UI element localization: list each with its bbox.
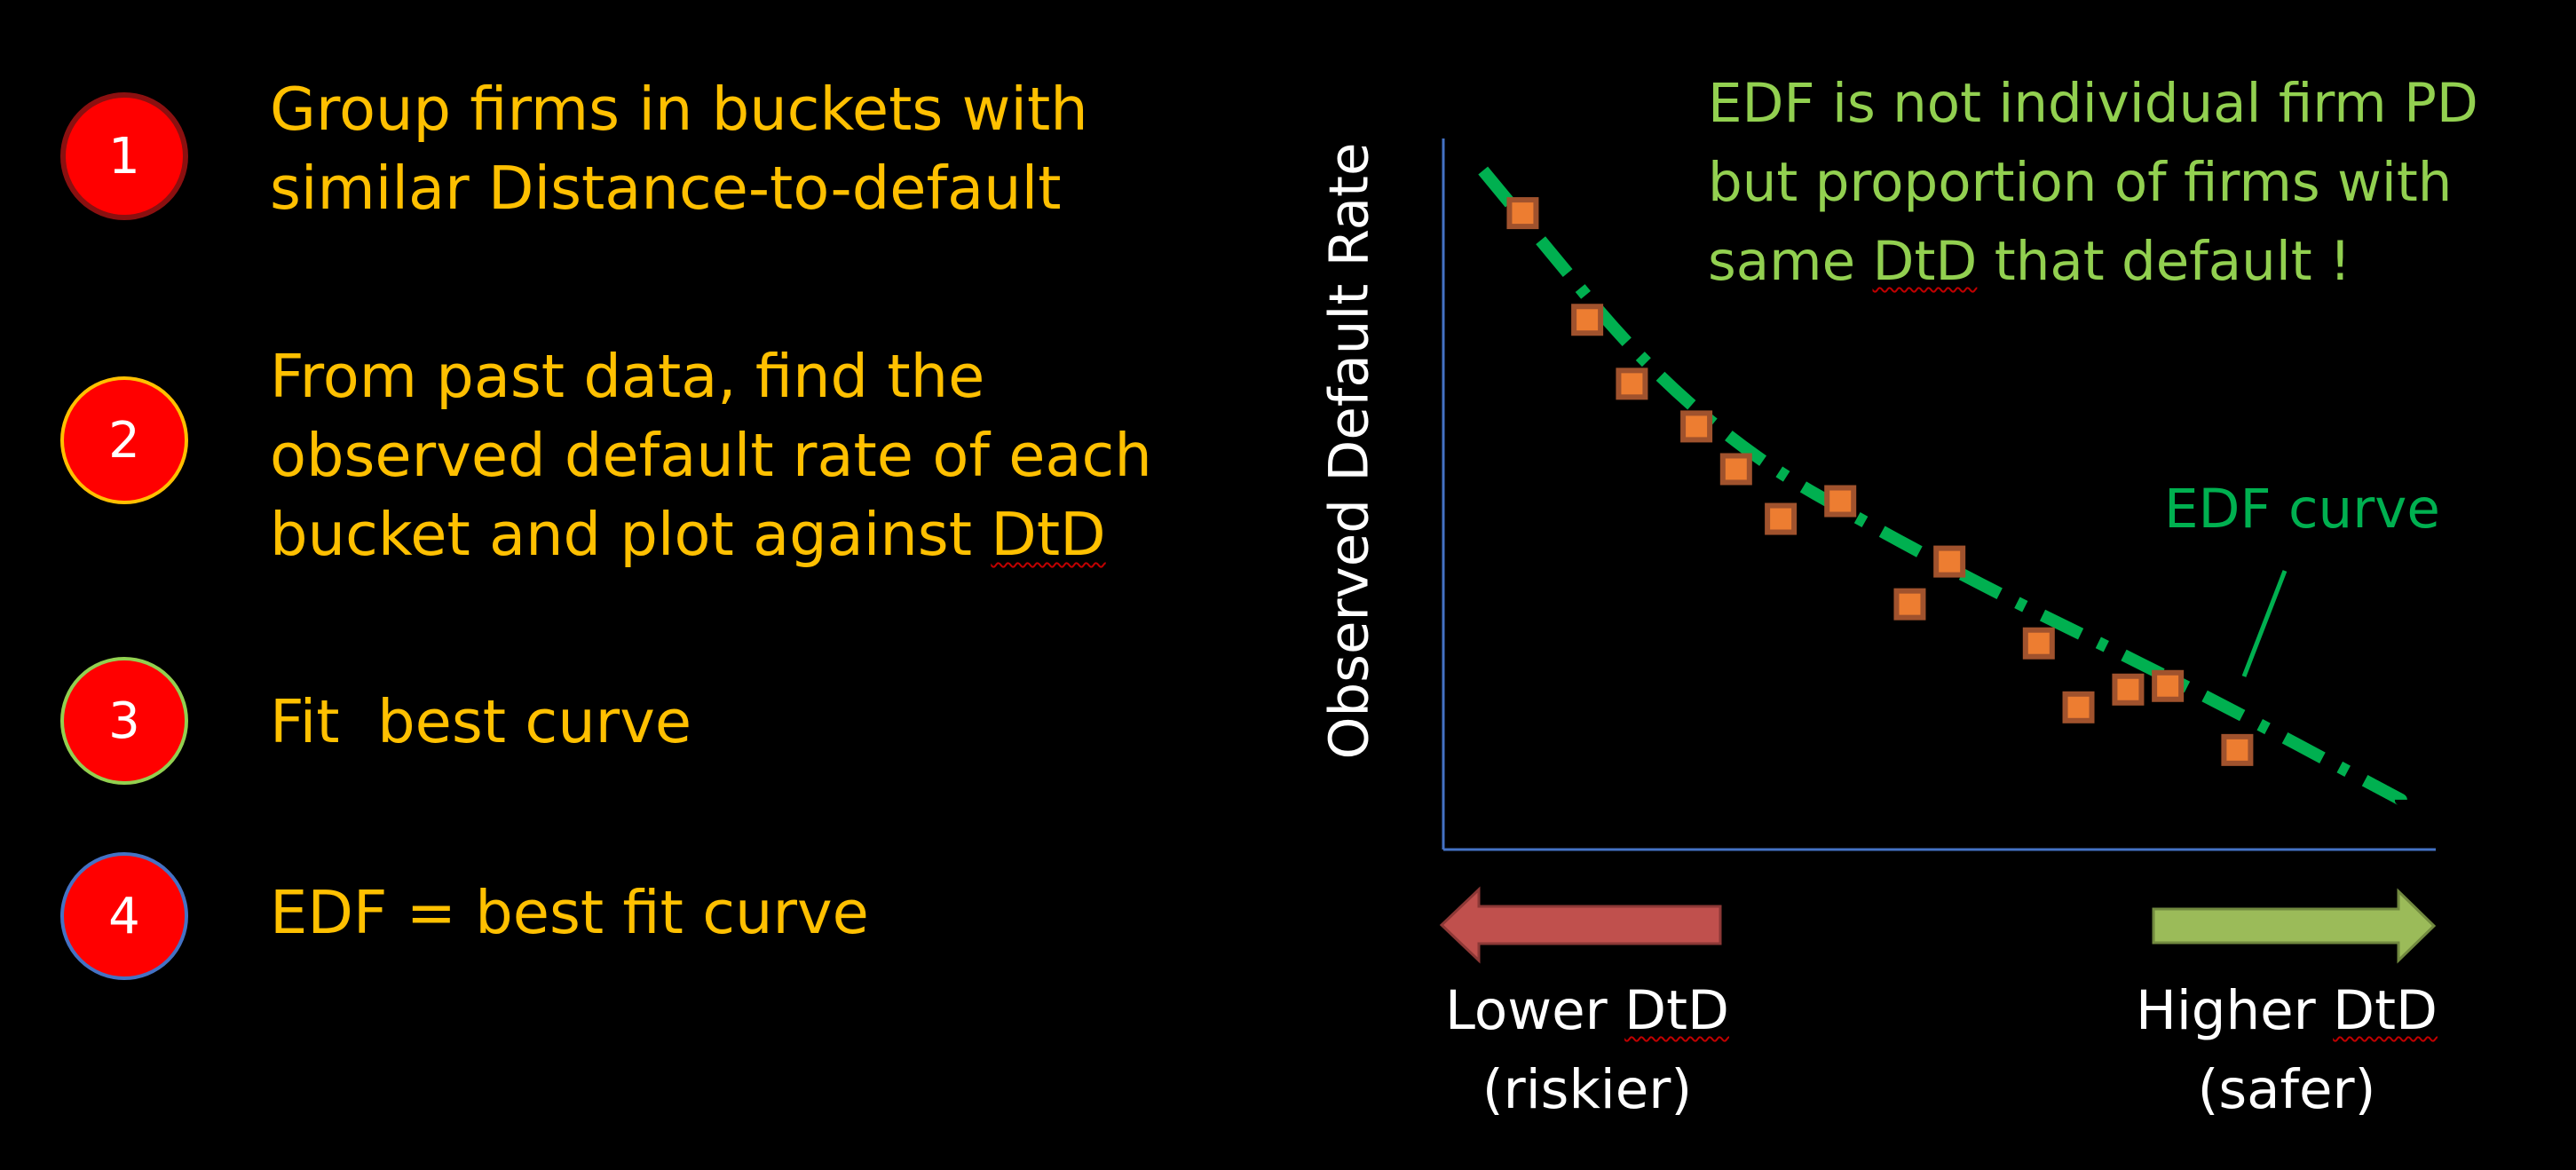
step-2-line-3: bucket and plot against DtD <box>270 495 1152 574</box>
step-4-line-1: EDF = best fit curve <box>270 878 869 947</box>
data-point-2 <box>1571 304 1604 336</box>
higher-dtd-dtd: DtD <box>2333 979 2438 1042</box>
step-1-number: 1 <box>108 127 140 186</box>
edf-note-dtd: DtD <box>1872 230 1978 293</box>
edf-curve-label: EDF curve <box>2164 478 2440 541</box>
arrow-higher-dtd <box>2152 888 2437 964</box>
data-point-10 <box>2022 627 2055 660</box>
data-point-3 <box>1616 368 1648 400</box>
data-point-11 <box>2062 691 2095 723</box>
edf-note-line-3: same DtD that default ! <box>1708 222 2478 301</box>
data-point-12 <box>2112 673 2145 706</box>
higher-dtd-pre: Higher <box>2135 979 2334 1042</box>
step-3-number: 3 <box>108 692 140 750</box>
edf-note-line-1: EDF is not individual firm PD <box>1708 72 2478 135</box>
step-2-badge: 2 <box>60 376 188 504</box>
data-points <box>1506 197 2254 766</box>
lower-dtd-dtd: DtD <box>1624 979 1729 1042</box>
step-1-text: Group firms in buckets with similar Dist… <box>270 70 1088 228</box>
edf-note-line-3-post: that default ! <box>1977 230 2351 293</box>
higher-dtd-line-1: Higher DtD <box>2109 971 2464 1050</box>
step-2-line-3-text: bucket and plot against <box>270 500 992 569</box>
data-point-6 <box>1765 502 1798 535</box>
data-point-9 <box>1933 545 1966 578</box>
step-1-line-2: similar Distance-to-default <box>270 154 1062 223</box>
lower-dtd-pre: Lower <box>1445 979 1625 1042</box>
edf-note-line-2: but proportion of firms with <box>1708 151 2453 214</box>
step-3-badge: 3 <box>60 657 188 785</box>
arrow-lower-dtd <box>1439 886 1722 964</box>
lower-dtd-line-2: (riskier) <box>1482 1058 1693 1121</box>
step-2-dtd: DtD <box>991 500 1106 569</box>
edf-curve-line <box>1478 166 2405 806</box>
edf-note-line-3-pre: same <box>1708 230 1873 293</box>
step-2-number: 2 <box>108 411 140 470</box>
step-4-number: 4 <box>108 887 140 945</box>
data-point-14 <box>2221 733 2254 766</box>
step-4-text: EDF = best fit curve <box>270 874 869 953</box>
step-2-line-1: From past data, find the <box>270 342 985 411</box>
higher-dtd-line-2: (safer) <box>2197 1058 2376 1121</box>
step-1-badge: 1 <box>60 92 188 220</box>
data-point-8 <box>1893 588 1926 621</box>
data-point-7 <box>1824 485 1857 518</box>
edf-curve-pointer <box>2241 570 2288 677</box>
higher-dtd-label: Higher DtD (safer) <box>2109 971 2464 1129</box>
step-3-line-1: Fit best curve <box>270 687 692 756</box>
step-1-line-1: Group firms in buckets with <box>270 75 1088 144</box>
data-point-13 <box>2152 669 2185 702</box>
lower-dtd-label: Lower DtD (riskier) <box>1410 971 1765 1129</box>
edf-note: EDF is not individual firm PD but propor… <box>1708 64 2478 301</box>
step-2-text: From past data, find the observed defaul… <box>270 337 1152 574</box>
step-3-text: Fit best curve <box>270 683 691 762</box>
data-point-4 <box>1680 410 1713 443</box>
data-point-5 <box>1719 453 1752 486</box>
lower-dtd-line-1: Lower DtD <box>1410 971 1765 1050</box>
data-point-1 <box>1506 197 1539 230</box>
step-4-badge: 4 <box>60 852 188 980</box>
step-2-line-2: observed default rate of each <box>270 421 1152 490</box>
